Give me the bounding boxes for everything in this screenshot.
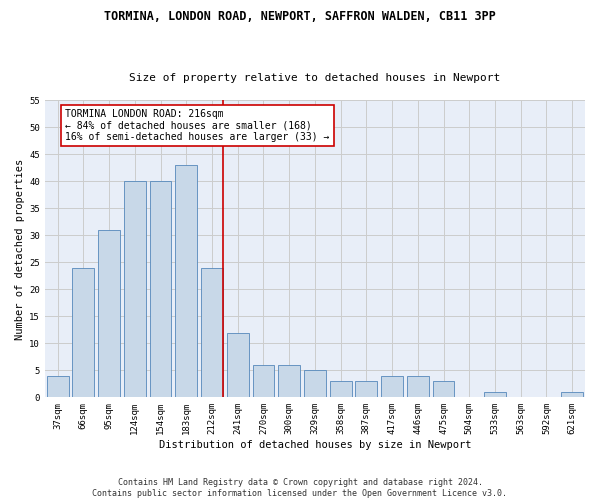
Bar — [149, 182, 172, 398]
Bar — [355, 381, 377, 398]
Title: Size of property relative to detached houses in Newport: Size of property relative to detached ho… — [129, 73, 500, 83]
Bar — [381, 376, 403, 398]
Text: TORMINA, LONDON ROAD, NEWPORT, SAFFRON WALDEN, CB11 3PP: TORMINA, LONDON ROAD, NEWPORT, SAFFRON W… — [104, 10, 496, 23]
Y-axis label: Number of detached properties: Number of detached properties — [15, 158, 25, 340]
Bar — [98, 230, 120, 398]
Bar — [73, 268, 94, 398]
Bar — [278, 365, 300, 398]
Bar — [433, 381, 454, 398]
Bar — [227, 332, 248, 398]
Text: Contains HM Land Registry data © Crown copyright and database right 2024.
Contai: Contains HM Land Registry data © Crown c… — [92, 478, 508, 498]
Bar — [304, 370, 326, 398]
Bar — [201, 268, 223, 398]
Bar — [175, 165, 197, 398]
Bar — [124, 182, 146, 398]
X-axis label: Distribution of detached houses by size in Newport: Distribution of detached houses by size … — [158, 440, 471, 450]
Bar — [329, 381, 352, 398]
Bar — [407, 376, 429, 398]
Bar — [484, 392, 506, 398]
Text: TORMINA LONDON ROAD: 216sqm
← 84% of detached houses are smaller (168)
16% of se: TORMINA LONDON ROAD: 216sqm ← 84% of det… — [65, 108, 330, 142]
Bar — [47, 376, 68, 398]
Bar — [561, 392, 583, 398]
Bar — [253, 365, 274, 398]
